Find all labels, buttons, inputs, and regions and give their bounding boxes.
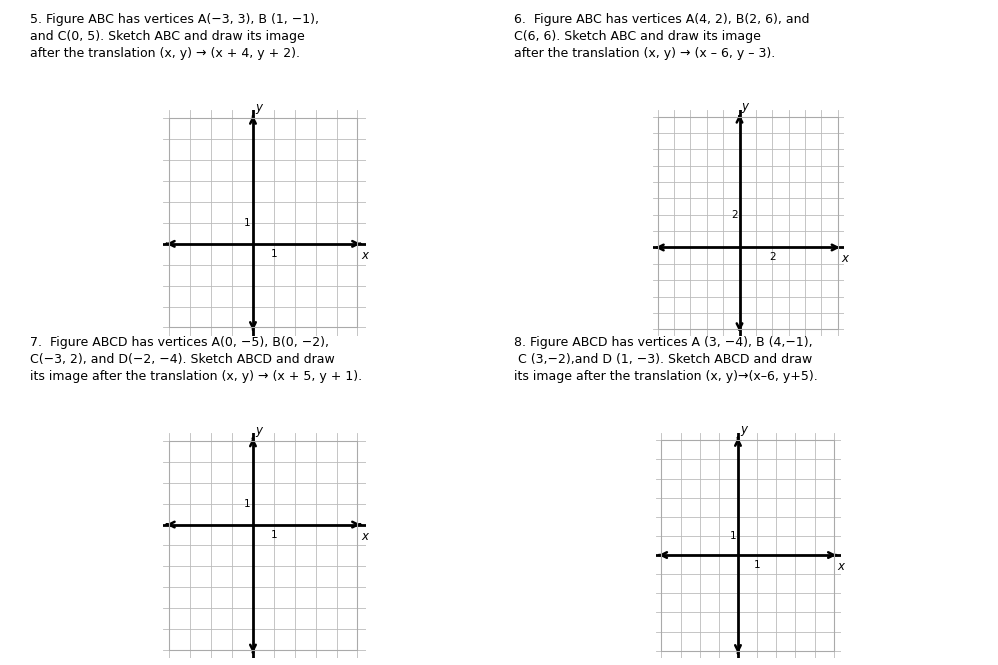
Text: 2: 2: [768, 251, 775, 261]
Text: 1: 1: [730, 531, 737, 541]
Text: 5. Figure ABC has vertices A(−3, 3), B (1, −1),
and C(0, 5). Sketch ABC and draw: 5. Figure ABC has vertices A(−3, 3), B (…: [30, 13, 319, 61]
Text: 1: 1: [270, 530, 277, 540]
Text: 6.  Figure ABC has vertices A(4, 2), B(2, 6), and
C(6, 6). Sketch ABC and draw i: 6. Figure ABC has vertices A(4, 2), B(2,…: [514, 13, 809, 61]
Text: 1: 1: [245, 499, 250, 509]
Text: 1: 1: [270, 249, 277, 259]
Text: x: x: [361, 530, 368, 543]
Text: 1: 1: [245, 218, 250, 228]
Text: x: x: [841, 251, 848, 265]
Text: 7.  Figure ABCD has vertices A(0, −5), B(0, −2),
C(−3, 2), and D(−2, −4). Sketch: 7. Figure ABCD has vertices A(0, −5), B(…: [30, 336, 362, 383]
Text: y: y: [255, 101, 262, 114]
Text: 1: 1: [753, 560, 760, 570]
Text: 2: 2: [732, 209, 738, 219]
Text: y: y: [255, 424, 262, 437]
Text: y: y: [742, 100, 748, 113]
Text: x: x: [837, 560, 844, 573]
Text: x: x: [361, 249, 368, 262]
Text: y: y: [740, 424, 747, 436]
Text: 8. Figure ABCD has vertices A (3, −4), B (4,−1),
 C (3,−2),and D (1, −3). Sketch: 8. Figure ABCD has vertices A (3, −4), B…: [514, 336, 817, 383]
